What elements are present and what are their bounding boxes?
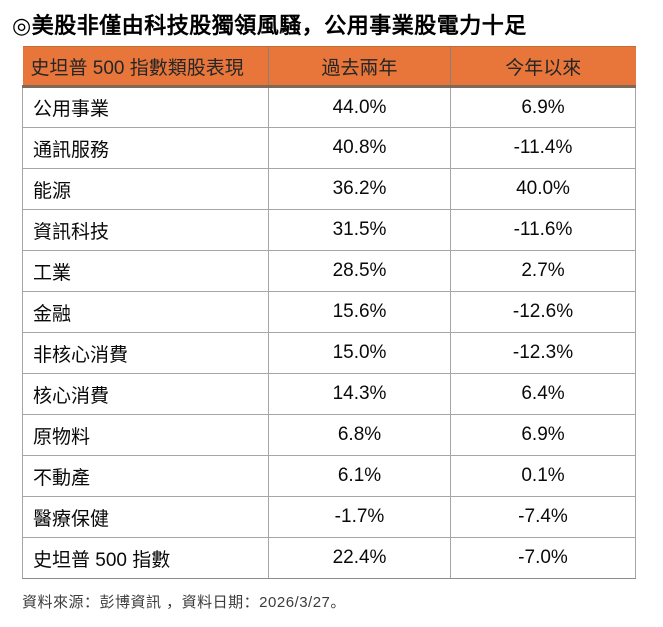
- sector-name-cell: 金融: [22, 291, 269, 333]
- sector-name-cell: 原物料: [22, 414, 269, 456]
- two-year-value-cell: 6.8%: [268, 414, 451, 456]
- header-sector-column: 史坦普 500 指數類股表現: [22, 46, 269, 88]
- ytd-value-cell: 6.9%: [450, 414, 636, 456]
- sector-name-cell: 能源: [22, 168, 269, 210]
- two-year-value-cell: 28.5%: [268, 250, 451, 292]
- table-row: 史坦普 500 指數 22.4% -7.0%: [22, 537, 636, 579]
- header-two-year-column: 過去兩年: [268, 46, 451, 88]
- sector-name-cell: 核心消費: [22, 373, 269, 415]
- table-row: 原物料 6.8% 6.9%: [22, 414, 636, 456]
- ytd-value-cell: 6.9%: [450, 86, 636, 128]
- two-year-value-cell: 22.4%: [268, 537, 451, 579]
- two-year-value-cell: 14.3%: [268, 373, 451, 415]
- source-note: 資料來源：彭博資訊 ，資料日期：2026/3/27。: [22, 594, 346, 611]
- sector-name-cell: 公用事業: [22, 86, 269, 128]
- table-row: 公用事業 44.0% 6.9%: [22, 86, 636, 128]
- table-row: 非核心消費 15.0% -12.3%: [22, 332, 636, 374]
- two-year-value-cell: 40.8%: [268, 127, 451, 169]
- header-row: 史坦普 500 指數類股表現 過去兩年 今年以來: [22, 46, 636, 88]
- sector-name-cell: 資訊科技: [22, 209, 269, 251]
- two-year-value-cell: 36.2%: [268, 168, 451, 210]
- two-year-value-cell: 31.5%: [268, 209, 451, 251]
- two-year-value-cell: 15.6%: [268, 291, 451, 333]
- ytd-value-cell: 40.0%: [450, 168, 636, 210]
- two-year-value-cell: -1.7%: [268, 496, 451, 538]
- two-year-value-cell: 15.0%: [268, 332, 451, 374]
- sector-name-cell: 不動產: [22, 455, 269, 497]
- header-ytd-column: 今年以來: [450, 46, 636, 88]
- ytd-value-cell: -7.4%: [450, 496, 636, 538]
- two-year-value-cell: 6.1%: [268, 455, 451, 497]
- two-year-value-cell: 44.0%: [268, 86, 451, 128]
- table-row: 醫療保健 -1.7% -7.4%: [22, 496, 636, 538]
- table-body: 公用事業 44.0% 6.9% 通訊服務 40.8% -11.4% 能源 36.2% 40.0%…: [22, 86, 636, 579]
- ytd-value-cell: 2.7%: [450, 250, 636, 292]
- sector-name-cell: 非核心消費: [22, 332, 269, 374]
- ytd-value-cell: -7.0%: [450, 537, 636, 579]
- table-row: 核心消費 14.3% 6.4%: [22, 373, 636, 415]
- ytd-value-cell: -12.6%: [450, 291, 636, 333]
- sector-name-cell: 工業: [22, 250, 269, 292]
- sector-name-cell: 通訊服務: [22, 127, 269, 169]
- table-row: 能源 36.2% 40.0%: [22, 168, 636, 210]
- table-row: 不動產 6.1% 0.1%: [22, 455, 636, 497]
- ytd-value-cell: -11.6%: [450, 209, 636, 251]
- ytd-value-cell: 0.1%: [450, 455, 636, 497]
- table-row: 資訊科技 31.5% -11.6%: [22, 209, 636, 251]
- sector-name-cell: 史坦普 500 指數: [22, 537, 269, 579]
- table-row: 金融 15.6% -12.6%: [22, 291, 636, 333]
- table-row: 通訊服務 40.8% -11.4%: [22, 127, 636, 169]
- ytd-value-cell: -12.3%: [450, 332, 636, 374]
- page-title: ◎美股非僅由科技股獨領風騷，公用事業股電力十足: [12, 13, 527, 38]
- ytd-value-cell: 6.4%: [450, 373, 636, 415]
- ytd-value-cell: -11.4%: [450, 127, 636, 169]
- table-header: 史坦普 500 指數類股表現 過去兩年 今年以來: [22, 46, 636, 88]
- sector-performance-table: 史坦普 500 指數類股表現 過去兩年 今年以來 公用事業 44.0% 6.9% 通訊…: [22, 46, 636, 579]
- sector-name-cell: 醫療保健: [22, 496, 269, 538]
- table-row: 工業 28.5% 2.7%: [22, 250, 636, 292]
